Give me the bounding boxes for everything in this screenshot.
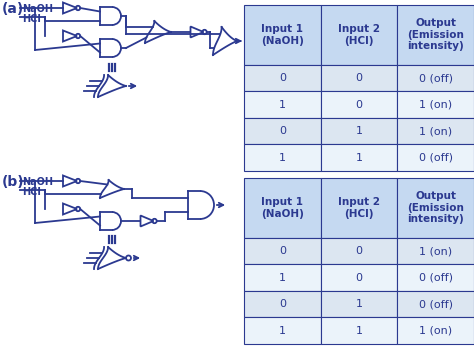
Text: 0: 0 [356, 246, 363, 256]
Text: Input 2
(HCl): Input 2 (HCl) [338, 197, 380, 219]
Text: 1 (on): 1 (on) [419, 246, 452, 256]
Text: 1: 1 [356, 126, 363, 136]
Bar [321, 178, 397, 238]
Bar [244, 91, 321, 118]
Bar [244, 144, 321, 171]
Text: 1: 1 [356, 326, 363, 336]
Text: HCl: HCl [22, 187, 41, 197]
Text: 1: 1 [279, 326, 286, 336]
Text: 0: 0 [279, 299, 286, 309]
Bar [244, 291, 321, 317]
Bar [321, 91, 397, 118]
Bar [321, 264, 397, 291]
Text: Output
(Emission
intensity): Output (Emission intensity) [407, 191, 464, 225]
Text: 0 (off): 0 (off) [419, 73, 453, 83]
Bar [397, 5, 474, 65]
Text: 0 (off): 0 (off) [419, 153, 453, 163]
Bar [397, 238, 474, 264]
Bar [321, 144, 397, 171]
Text: 0 (off): 0 (off) [419, 299, 453, 309]
Bar [397, 264, 474, 291]
Text: HCl: HCl [22, 14, 41, 24]
Text: 0: 0 [356, 73, 363, 83]
Bar [321, 238, 397, 264]
Text: 1 (on): 1 (on) [419, 126, 452, 136]
Bar [244, 5, 321, 65]
Text: 0: 0 [356, 273, 363, 283]
Bar [244, 238, 321, 264]
Bar [321, 291, 397, 317]
Text: 0: 0 [279, 246, 286, 256]
Bar [321, 5, 397, 65]
Text: Output
(Emission
intensity): Output (Emission intensity) [407, 18, 464, 52]
Text: 0: 0 [279, 73, 286, 83]
Bar [321, 118, 397, 144]
Bar [321, 317, 397, 344]
Text: NaOH: NaOH [22, 177, 53, 187]
Text: Input 1
(NaOH): Input 1 (NaOH) [261, 197, 304, 219]
Text: 1: 1 [356, 299, 363, 309]
Bar [244, 317, 321, 344]
Text: 1 (on): 1 (on) [419, 100, 452, 110]
Text: 1 (on): 1 (on) [419, 326, 452, 336]
Bar [244, 65, 321, 91]
Bar [397, 178, 474, 238]
Bar [244, 178, 321, 238]
Text: (a): (a) [2, 2, 24, 16]
Bar [397, 91, 474, 118]
Text: Input 2
(HCl): Input 2 (HCl) [338, 24, 380, 46]
Text: 0 (off): 0 (off) [419, 273, 453, 283]
Text: 0: 0 [279, 126, 286, 136]
Text: 0: 0 [356, 100, 363, 110]
Bar [397, 118, 474, 144]
Bar [397, 317, 474, 344]
Text: 1: 1 [279, 100, 286, 110]
Text: 1: 1 [279, 273, 286, 283]
Text: (b): (b) [2, 175, 25, 189]
Bar [321, 65, 397, 91]
Bar [244, 118, 321, 144]
Bar [397, 144, 474, 171]
Bar [397, 291, 474, 317]
Text: NaOH: NaOH [22, 4, 53, 14]
Text: 1: 1 [279, 153, 286, 163]
Bar [244, 264, 321, 291]
Bar [397, 65, 474, 91]
Text: 1: 1 [356, 153, 363, 163]
Text: Input 1
(NaOH): Input 1 (NaOH) [261, 24, 304, 46]
